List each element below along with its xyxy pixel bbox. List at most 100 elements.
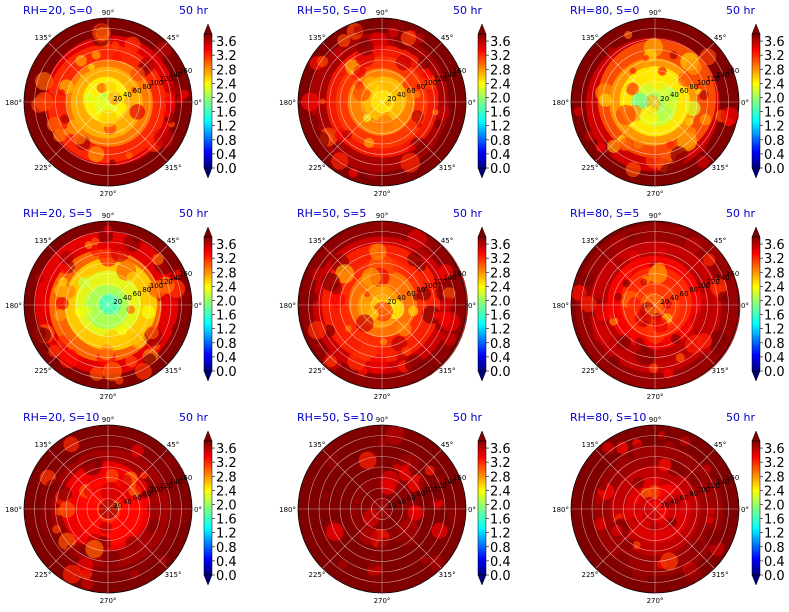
angle-tick-label: 270°	[647, 597, 664, 605]
angular-gridline	[381, 304, 442, 365]
field-cell	[624, 30, 633, 40]
field-cell	[593, 494, 604, 505]
polar-frame	[297, 424, 467, 594]
colorbar-tick-label: 2.8	[764, 63, 785, 78]
angle-tick-label: 135°	[35, 34, 52, 42]
field-cell	[424, 465, 435, 476]
field-cell	[632, 541, 641, 550]
field-cell	[652, 262, 666, 276]
colorbar-extend-bottom	[203, 167, 213, 179]
radial-tick-label: 100	[150, 79, 163, 87]
field-cell	[119, 474, 132, 488]
field-cell	[717, 62, 734, 79]
colorbar-extend-top	[203, 23, 213, 35]
field-cell	[354, 494, 369, 510]
colorbar: 0.00.40.81.21.62.02.42.83.23.6	[203, 23, 237, 179]
colorbar-tick-label: 1.2	[216, 527, 237, 542]
field-cell	[582, 540, 599, 558]
angular-gridline	[595, 508, 656, 569]
polar-frame	[570, 220, 740, 390]
field-cell	[413, 488, 432, 506]
field-cell	[74, 307, 83, 317]
colorbar-tick-label: 2.4	[490, 77, 511, 92]
field-cell	[634, 337, 645, 348]
field-cell	[77, 276, 91, 290]
radial-tick-label: 80	[142, 490, 151, 498]
radial-tick-label: 60	[407, 494, 416, 502]
colorbar-tick-label: 0.4	[764, 351, 785, 366]
radial-tick-label: 80	[142, 286, 151, 294]
field-cell	[657, 247, 667, 257]
colorbar-tick-label: 2.0	[216, 294, 237, 309]
field-cell	[179, 89, 189, 99]
field-cell	[75, 54, 87, 67]
colorbar: 0.00.40.81.21.62.02.42.83.23.6	[477, 23, 511, 179]
angular-gridline	[654, 449, 715, 510]
field-cell	[622, 279, 631, 288]
angle-tick-label: 90°	[649, 212, 661, 220]
field-cell	[107, 91, 122, 106]
radial-tick-label: 20	[387, 502, 396, 510]
colorbar-extend-top	[203, 226, 213, 238]
radial-tick-label: 100	[697, 486, 710, 494]
field-cell	[96, 82, 108, 94]
field-cell	[626, 231, 636, 241]
angular-gridline	[381, 245, 442, 306]
angular-gridline	[107, 101, 168, 162]
field-cell	[306, 476, 322, 492]
field-cell	[380, 470, 400, 490]
panel-time-label: 50 hr	[726, 411, 755, 424]
panel-time-label: 50 hr	[453, 4, 482, 17]
field-cell	[415, 121, 422, 128]
field-cell	[435, 474, 447, 486]
field-cell	[696, 155, 710, 169]
angular-gridline	[381, 42, 442, 103]
field-cell	[412, 293, 420, 301]
angle-tick-label: 180°	[5, 506, 22, 514]
field-cell	[331, 143, 339, 150]
colorbar-tick-label: 2.0	[764, 91, 785, 106]
field-cell	[643, 61, 651, 69]
field-cell	[102, 361, 123, 381]
angle-tick-label: 45°	[167, 34, 179, 42]
colorbar-tick-label: 0.0	[764, 365, 785, 380]
radial-tick-label: 100	[424, 282, 437, 290]
field-cell	[85, 539, 104, 559]
radial-tick-label: 80	[416, 286, 425, 294]
radial-tick-label: 40	[397, 498, 406, 506]
colorbar-tick-label: 3.6	[490, 442, 511, 457]
field-cell	[688, 473, 702, 486]
field-cell	[720, 106, 739, 125]
angle-tick-label: 135°	[582, 237, 599, 245]
field-cell	[598, 93, 612, 107]
colorbar-tick-label: 2.8	[216, 63, 237, 78]
field-cell	[118, 326, 127, 336]
angle-tick-label: 180°	[552, 302, 569, 310]
field-cell	[55, 297, 69, 310]
angle-tick-label: 225°	[582, 571, 599, 579]
panel-time-label: 50 hr	[179, 4, 208, 17]
colorbar-tick-label: 1.2	[216, 323, 237, 338]
field-cell	[356, 38, 374, 56]
field-cell	[130, 570, 139, 579]
colorbar-scale	[751, 440, 761, 576]
colorbar-tick-label: 2.8	[764, 470, 785, 485]
colorbar-tick-label: 0.4	[216, 148, 237, 163]
angle-tick-label: 90°	[649, 416, 661, 424]
field-cell	[677, 72, 693, 87]
field-cell	[332, 512, 339, 520]
field-cell	[379, 303, 392, 316]
field-cell	[366, 166, 379, 180]
field-cell	[611, 563, 623, 576]
field-cell	[704, 528, 722, 546]
field-cell	[95, 26, 110, 41]
angular-gridline	[107, 508, 168, 569]
field-cell	[700, 293, 709, 301]
radial-tick-label: 20	[113, 502, 122, 510]
colorbar-extend-bottom	[477, 167, 487, 179]
field-cell	[437, 132, 454, 149]
field-cell	[696, 141, 707, 153]
colorbar: 0.00.40.81.21.62.02.42.83.23.6	[477, 226, 511, 382]
field-cell	[349, 444, 358, 453]
colorbar-tick-label: 1.6	[216, 309, 237, 324]
